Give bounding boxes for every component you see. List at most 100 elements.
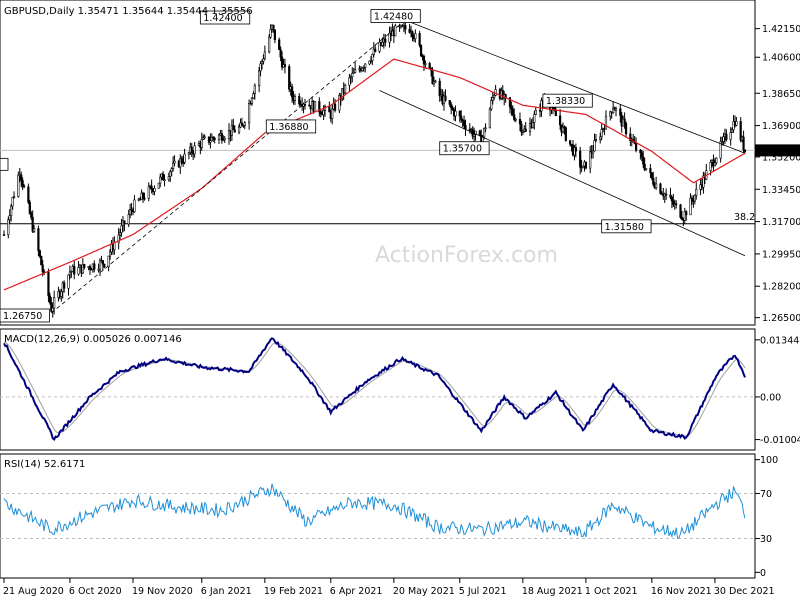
candle-body <box>511 108 514 116</box>
candle-body <box>48 295 51 303</box>
candle-body <box>252 93 255 99</box>
candle-body <box>223 138 226 141</box>
candle-body <box>202 137 205 140</box>
candle-body <box>298 96 301 105</box>
candle-body <box>269 29 272 38</box>
candle-body <box>207 136 211 143</box>
candle-body <box>600 129 603 138</box>
candle-body <box>333 103 337 111</box>
candle-body <box>419 44 423 57</box>
candle-body <box>237 126 241 133</box>
price-tick-label: 1.40600 <box>762 53 800 64</box>
candle-body <box>30 213 33 218</box>
rsi-layer: 100 70 30 0 <box>0 455 778 579</box>
candle-body <box>163 179 166 181</box>
candle-body <box>167 176 170 180</box>
candle-body <box>213 138 216 140</box>
x-tick-label: 6 Oct 2020 <box>69 586 122 597</box>
candle-body <box>414 33 417 40</box>
candle-body <box>38 250 41 257</box>
candle-body <box>491 97 494 101</box>
candle-body <box>212 136 215 139</box>
candle-body <box>508 97 512 108</box>
candle-body <box>331 108 334 119</box>
candle-body <box>634 142 638 151</box>
price-tick-label: 1.26500 <box>762 313 800 324</box>
rsi-panel-title: RSI(14) 52.6171 <box>4 459 85 470</box>
candle-body <box>729 132 732 140</box>
candle-body <box>354 69 357 73</box>
rsi-tick-label: 30 <box>760 534 772 545</box>
macd-tick-label: -0.010047 <box>760 435 800 446</box>
candle-body <box>501 90 504 99</box>
candle-body <box>454 110 457 117</box>
candle-body <box>394 25 397 37</box>
candle-body <box>290 86 294 98</box>
candle-body <box>247 103 251 124</box>
candle-body <box>493 94 496 98</box>
candle-body <box>448 100 451 105</box>
candle-body <box>83 264 86 268</box>
price-tick-label: 1.33450 <box>762 185 800 196</box>
watermark: ActionForex.com <box>375 243 558 268</box>
candle-body <box>262 58 265 62</box>
x-tick-label: 16 Nov 2021 <box>651 586 712 597</box>
candle-body <box>564 127 567 141</box>
candle-body <box>159 176 162 184</box>
candle-body <box>460 115 463 121</box>
current-price-label: 1.35556 <box>758 146 797 157</box>
candle-body <box>720 141 724 143</box>
candle-body <box>88 266 92 270</box>
dashed-uptrend-line <box>51 22 403 314</box>
candle-body <box>37 228 40 251</box>
rsi-line <box>3 483 746 540</box>
channel-upper-line <box>410 22 746 154</box>
candle-body <box>123 220 126 225</box>
price-tick-label: 1.31700 <box>762 217 800 228</box>
candle-body <box>589 151 592 169</box>
candle-body <box>352 72 355 74</box>
current-price-box <box>755 144 800 157</box>
candle-body <box>190 146 193 154</box>
candlesticks <box>2 19 747 318</box>
candle-body <box>591 150 595 154</box>
x-tick-label: 6 Apr 2021 <box>330 586 383 597</box>
candle-body <box>279 49 282 58</box>
candle-body <box>209 140 212 143</box>
candle-body <box>584 161 588 169</box>
candle-body <box>574 147 577 152</box>
candle-body <box>348 77 351 86</box>
candle-body <box>533 114 536 123</box>
candle-body <box>28 201 31 214</box>
candle-body <box>101 260 104 265</box>
candle-body <box>120 225 123 233</box>
candle-body <box>404 25 407 30</box>
price-tick-label: 1.36900 <box>762 121 800 132</box>
candle-body <box>81 264 84 274</box>
candle-body <box>318 101 321 113</box>
candle-body <box>118 232 122 236</box>
candle-body <box>735 121 738 126</box>
candle-body <box>462 120 466 126</box>
candle-body <box>362 67 365 69</box>
candle-body <box>672 200 675 205</box>
level-label-142400-box <box>199 10 251 25</box>
candle-body <box>490 100 493 110</box>
candle-body <box>408 28 411 33</box>
candle-body <box>108 251 112 257</box>
candle-body <box>97 268 100 271</box>
candle-body <box>117 234 120 244</box>
candle-body <box>40 256 43 266</box>
candle-body <box>725 133 728 140</box>
candle-body <box>217 134 221 140</box>
candle-body <box>381 41 384 46</box>
candle-body <box>253 85 256 95</box>
candle-body <box>374 48 377 52</box>
candle-body <box>129 209 132 215</box>
candle-body <box>173 160 176 164</box>
candle-body <box>411 31 414 37</box>
candle-body <box>679 204 682 218</box>
x-axis: 21 Aug 2020 6 Oct 2020 19 Nov 2020 6 Jan 20… <box>3 578 775 597</box>
x-tick-label: 6 Jan 2021 <box>201 586 252 597</box>
candle-body <box>722 136 725 142</box>
